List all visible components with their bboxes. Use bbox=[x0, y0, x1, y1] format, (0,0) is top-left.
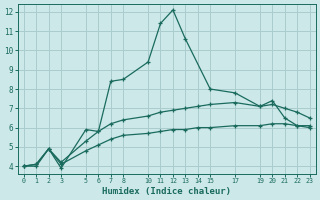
X-axis label: Humidex (Indice chaleur): Humidex (Indice chaleur) bbox=[102, 187, 231, 196]
